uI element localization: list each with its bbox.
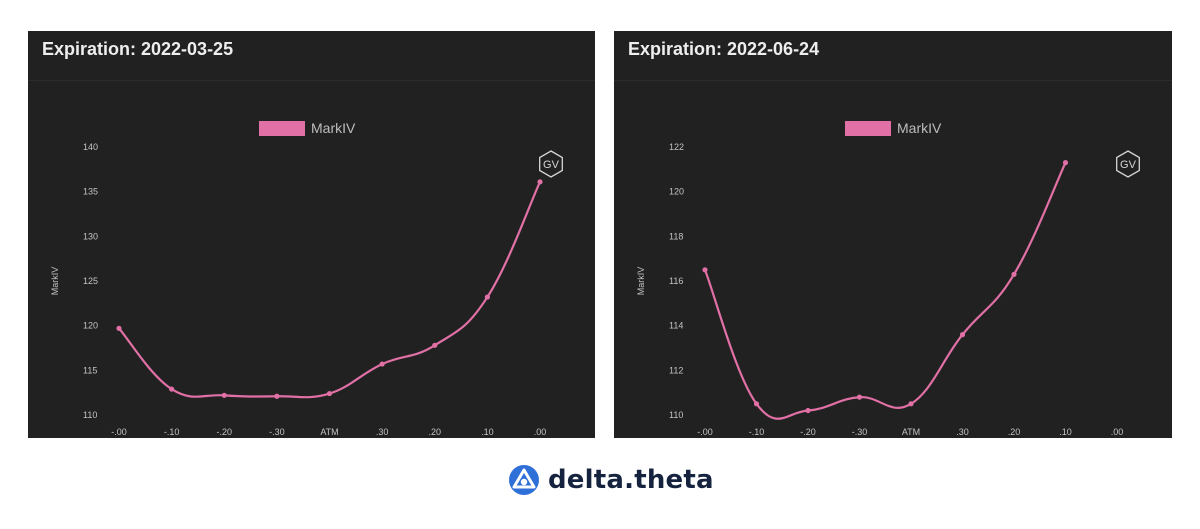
series-line-markiv — [118, 181, 542, 399]
x-tick-label: .10 — [481, 427, 494, 437]
x-tick-label: .00 — [534, 427, 547, 437]
x-tick-label: .30 — [956, 427, 969, 437]
gv-badge-icon — [1116, 150, 1140, 178]
chart-panel-right: Expiration: 2022-06-24 MarkIV 110 112 114 11… — [614, 31, 1172, 438]
y-tick-label: 116 — [669, 276, 683, 286]
x-tick-label: ATM — [320, 427, 338, 437]
legend-label: MarkIV — [311, 120, 356, 136]
x-tick-label: .30 — [376, 427, 389, 437]
data-point — [702, 267, 708, 273]
gv-badge-label: GV — [543, 159, 560, 171]
chart-panel-left: Expiration: 2022-03-25 MarkIV 110 115 120 12… — [28, 31, 595, 438]
brand-logo: delta.theta — [508, 462, 714, 498]
data-point — [116, 325, 122, 331]
chart-svg: MarkIV 110 112 114 116 118 120 122 -.00 -.10 -.20 -… — [636, 120, 1140, 437]
data-point — [379, 361, 385, 367]
y-tick-label: 125 — [83, 276, 98, 286]
data-point — [908, 401, 914, 407]
data-point — [326, 390, 333, 397]
data-point — [805, 407, 811, 414]
y-tick-label: 118 — [669, 231, 683, 241]
y-tick-label: 120 — [83, 321, 98, 331]
data-point — [856, 394, 863, 400]
data-point — [537, 179, 543, 185]
data-point — [1062, 160, 1069, 166]
y-tick-label: 122 — [669, 142, 684, 152]
chart-title: Expiration: 2022-03-25 — [42, 39, 234, 59]
y-tick-label: 114 — [669, 321, 683, 331]
data-point — [221, 392, 227, 398]
y-axis-label: MarkIV — [636, 267, 646, 296]
gv-badge-label: GV — [1120, 159, 1137, 171]
legend-label: MarkIV — [897, 120, 942, 136]
y-tick-label: 112 — [669, 365, 683, 375]
brand-name: delta.theta — [548, 465, 714, 495]
chart-svg: MarkIV 110 115 120 125 130 135 140 -.00 -.10 -.20 -… — [50, 120, 563, 437]
x-tick-label: -.30 — [269, 427, 285, 437]
y-tick-label: 140 — [83, 142, 98, 152]
chart-title: Expiration: 2022-06-24 — [628, 39, 820, 59]
legend-swatch — [845, 121, 891, 136]
x-tick-label: ATM — [902, 427, 920, 437]
panel-divider — [28, 80, 595, 81]
y-axis-label: MarkIV — [50, 267, 60, 296]
data-point — [959, 332, 966, 338]
data-point — [484, 294, 490, 300]
panel-divider — [614, 80, 1172, 81]
gv-badge-icon — [539, 150, 563, 178]
data-point — [169, 386, 175, 392]
x-tick-label: -.10 — [164, 427, 180, 437]
data-point — [274, 393, 280, 399]
legend-swatch — [259, 121, 305, 136]
x-tick-label: -.30 — [852, 427, 868, 437]
x-tick-label: .00 — [1111, 427, 1124, 437]
y-tick-label: 110 — [83, 410, 97, 420]
x-tick-label: -.00 — [111, 427, 127, 437]
data-point — [1011, 271, 1017, 277]
y-tick-label: 120 — [669, 187, 684, 197]
delta-theta-logo-icon — [509, 465, 539, 495]
y-tick-label: 115 — [83, 365, 97, 375]
data-point — [432, 342, 438, 348]
y-tick-label: 130 — [83, 231, 98, 241]
x-tick-label: -.00 — [697, 427, 713, 437]
x-tick-label: .20 — [428, 427, 441, 437]
y-tick-label: 110 — [669, 410, 683, 420]
x-tick-label: .20 — [1008, 427, 1021, 437]
data-point — [753, 401, 760, 407]
x-tick-label: -.20 — [800, 427, 816, 437]
x-tick-label: -.10 — [749, 427, 765, 437]
series-line-markiv — [703, 162, 1067, 420]
x-tick-label: -.20 — [216, 427, 232, 437]
y-tick-label: 135 — [83, 187, 98, 197]
x-tick-label: .10 — [1059, 427, 1072, 437]
